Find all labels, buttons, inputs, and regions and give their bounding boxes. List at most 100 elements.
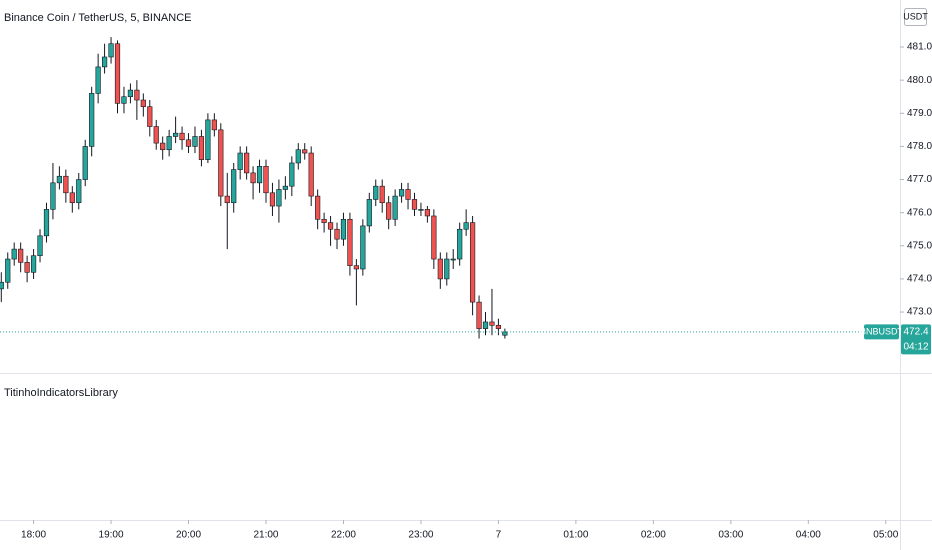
candle-body	[127, 89, 134, 98]
candle-body	[218, 129, 224, 197]
y-tick-label: 478.0	[907, 141, 932, 152]
candle-body	[411, 199, 418, 210]
currency-button[interactable]	[904, 8, 927, 26]
candle-body	[308, 152, 314, 197]
candle-body	[43, 209, 50, 237]
candle-body	[101, 56, 108, 68]
candle-body	[276, 189, 282, 207]
candle-body	[0, 281, 4, 290]
candle-body	[69, 192, 75, 204]
candle-body	[463, 222, 469, 230]
x-tick-label: 23:00	[408, 530, 433, 541]
candle-body	[405, 189, 411, 200]
candle-body	[153, 126, 159, 144]
candle-body	[457, 228, 463, 260]
candle-body	[24, 262, 30, 273]
candle-body	[482, 321, 489, 329]
symbol-label: BNBUSDT	[860, 326, 904, 336]
x-tick-label: 04:00	[796, 530, 821, 541]
y-tick-label: 481.0	[907, 42, 932, 53]
candle-body	[76, 179, 82, 204]
candle-body	[114, 43, 121, 104]
candle-body	[160, 142, 166, 151]
y-tick-label: 474.0	[907, 274, 932, 285]
price-badge	[901, 324, 931, 355]
candle-body	[11, 248, 17, 260]
candle-body	[489, 321, 495, 326]
y-tick-label: 480.0	[907, 75, 932, 86]
x-tick-label: 7	[496, 530, 502, 541]
candle-body	[82, 146, 88, 180]
y-tick-label: 473.0	[907, 307, 932, 318]
candle-body	[244, 152, 250, 174]
candle-body	[386, 202, 392, 220]
candle-body	[289, 162, 295, 187]
candle-body	[237, 152, 243, 170]
candle-body	[166, 136, 172, 151]
y-tick-label: 475.0	[907, 240, 932, 251]
candle-body	[269, 192, 276, 207]
candle-body	[315, 195, 321, 220]
candle-body	[140, 99, 146, 107]
candle-body	[198, 136, 205, 160]
candle-body	[50, 182, 56, 210]
candle-body	[30, 255, 37, 273]
candle-body	[437, 258, 443, 280]
x-tick-label: 05:00	[873, 530, 898, 541]
symbol-badge	[864, 324, 899, 340]
candle-body	[418, 209, 424, 211]
candle-body	[327, 222, 334, 230]
candle-body	[334, 228, 340, 240]
candle-body	[347, 218, 353, 266]
candle-body	[469, 222, 476, 303]
x-tick-label: 20:00	[176, 530, 201, 541]
candle-body	[224, 195, 230, 204]
candle-body	[179, 132, 185, 141]
countdown-label: 04:12	[903, 342, 928, 353]
y-tick-label: 477.0	[907, 174, 932, 185]
candle-body	[211, 119, 217, 131]
x-tick-label: 03:00	[718, 530, 743, 541]
candle-body	[121, 96, 127, 104]
candle-body	[108, 43, 114, 58]
candle-body	[444, 258, 450, 280]
candle-body	[263, 165, 269, 194]
currency-label[interactable]: USDT	[903, 11, 928, 21]
x-tick-label: 18:00	[21, 530, 46, 541]
candle-body	[450, 258, 456, 261]
y-tick-label: 476.0	[907, 207, 932, 218]
chart-title: Binance Coin / TetherUS, 5, BINANCE	[4, 12, 192, 24]
candle-body	[379, 185, 385, 204]
candle-body	[256, 165, 263, 184]
candle-body	[392, 195, 398, 220]
candle-body	[366, 199, 372, 227]
candle-body	[476, 301, 482, 329]
candle-body	[373, 185, 379, 200]
candle-body	[173, 132, 179, 137]
candle-body	[89, 93, 95, 147]
x-tick-label: 22:00	[331, 530, 356, 541]
x-tick-label: 21:00	[253, 530, 278, 541]
candle-body	[95, 66, 101, 94]
y-tick-label: 479.0	[907, 108, 932, 119]
candle-body	[282, 185, 288, 190]
candle-body	[205, 119, 211, 160]
candle-body	[295, 149, 301, 164]
candle-body	[340, 218, 347, 240]
candle-body	[321, 218, 327, 223]
candle-body	[424, 209, 431, 217]
indicator-title: TitinhoIndicatorsLibrary	[4, 387, 118, 399]
candle-body	[431, 215, 437, 260]
candle-body	[147, 106, 153, 127]
candle-body	[37, 235, 43, 257]
x-tick-label: 19:00	[99, 530, 124, 541]
candle-body	[63, 175, 69, 194]
candle-body	[302, 149, 308, 154]
candle-body	[250, 172, 256, 184]
candle-body	[134, 89, 140, 101]
candle-body	[398, 189, 405, 197]
candle-body	[18, 248, 24, 263]
candle-body	[495, 324, 502, 329]
